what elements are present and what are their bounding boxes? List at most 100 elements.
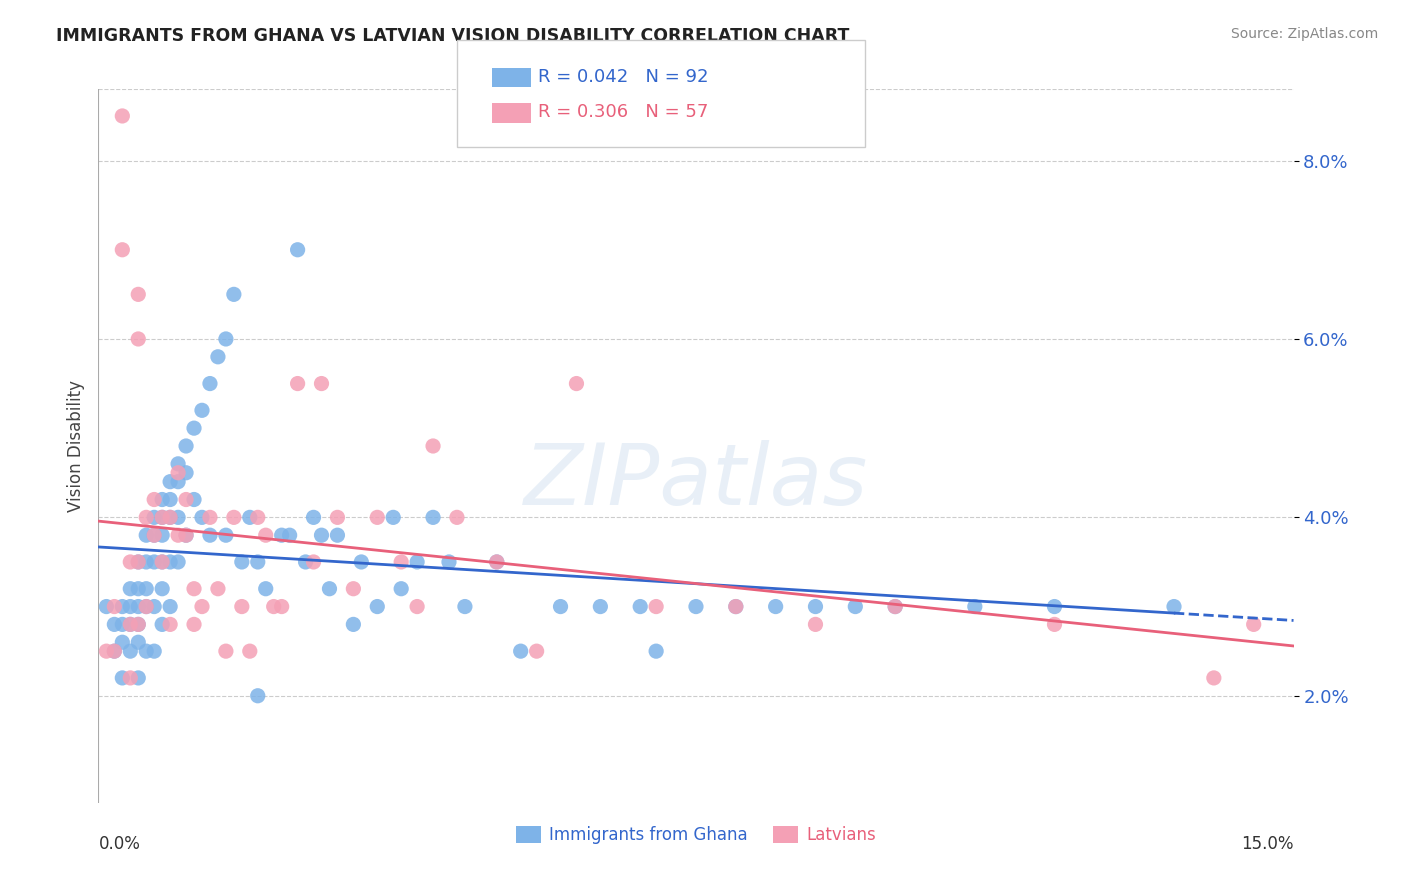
Immigrants from Ghana <box>135 599 157 614</box>
Immigrants from Ghana <box>143 528 166 542</box>
Immigrants from Ghana <box>254 582 277 596</box>
Legend: Immigrants from Ghana, Latvians: Immigrants from Ghana, Latvians <box>516 826 876 845</box>
Latvians <box>120 671 142 685</box>
Latvians <box>120 555 142 569</box>
Immigrants from Ghana <box>127 635 149 649</box>
Immigrants from Ghana <box>150 582 173 596</box>
Immigrants from Ghana <box>422 510 444 524</box>
Latvians <box>127 287 149 301</box>
Immigrants from Ghana <box>120 644 142 658</box>
Immigrants from Ghana <box>127 555 149 569</box>
Text: 0.0%: 0.0% <box>98 835 141 853</box>
Immigrants from Ghana <box>191 403 214 417</box>
Text: ZIPatlas: ZIPatlas <box>524 440 868 524</box>
Latvians <box>207 582 229 596</box>
Immigrants from Ghana <box>174 528 197 542</box>
Latvians <box>1243 617 1265 632</box>
Latvians <box>198 510 221 524</box>
Immigrants from Ghana <box>167 475 190 489</box>
Text: 15.0%: 15.0% <box>1241 835 1294 853</box>
Immigrants from Ghana <box>127 671 149 685</box>
Immigrants from Ghana <box>120 599 142 614</box>
Immigrants from Ghana <box>454 599 477 614</box>
Immigrants from Ghana <box>342 617 364 632</box>
Immigrants from Ghana <box>159 555 181 569</box>
Latvians <box>222 510 245 524</box>
Latvians <box>167 528 190 542</box>
Latvians <box>342 582 364 596</box>
Latvians <box>127 617 149 632</box>
Latvians <box>239 644 262 658</box>
Immigrants from Ghana <box>167 555 190 569</box>
Immigrants from Ghana <box>366 599 388 614</box>
Immigrants from Ghana <box>645 644 668 658</box>
Latvians <box>96 644 118 658</box>
Immigrants from Ghana <box>159 492 181 507</box>
Immigrants from Ghana <box>183 421 205 435</box>
Latvians <box>389 555 412 569</box>
Immigrants from Ghana <box>246 555 269 569</box>
Latvians <box>231 599 253 614</box>
Latvians <box>120 617 142 632</box>
Latvians <box>565 376 588 391</box>
Immigrants from Ghana <box>159 475 181 489</box>
Immigrants from Ghana <box>550 599 572 614</box>
Immigrants from Ghana <box>150 555 173 569</box>
Immigrants from Ghana <box>963 599 986 614</box>
Latvians <box>287 376 309 391</box>
Latvians <box>254 528 277 542</box>
Latvians <box>326 510 349 524</box>
Latvians <box>645 599 668 614</box>
Latvians <box>1043 617 1066 632</box>
Immigrants from Ghana <box>150 617 173 632</box>
Latvians <box>150 510 173 524</box>
Immigrants from Ghana <box>135 555 157 569</box>
Latvians <box>159 510 181 524</box>
Immigrants from Ghana <box>96 599 118 614</box>
Latvians <box>111 243 134 257</box>
Immigrants from Ghana <box>485 555 508 569</box>
Latvians <box>111 109 134 123</box>
Immigrants from Ghana <box>724 599 747 614</box>
Immigrants from Ghana <box>103 617 125 632</box>
Immigrants from Ghana <box>844 599 866 614</box>
Latvians <box>183 582 205 596</box>
Latvians <box>311 376 333 391</box>
Latvians <box>103 599 125 614</box>
Latvians <box>135 510 157 524</box>
Immigrants from Ghana <box>191 510 214 524</box>
Immigrants from Ghana <box>111 617 134 632</box>
Immigrants from Ghana <box>143 510 166 524</box>
Text: R = 0.306   N = 57: R = 0.306 N = 57 <box>538 103 709 121</box>
Immigrants from Ghana <box>509 644 531 658</box>
Immigrants from Ghana <box>198 528 221 542</box>
Immigrants from Ghana <box>318 582 340 596</box>
Immigrants from Ghana <box>350 555 373 569</box>
Latvians <box>143 528 166 542</box>
Latvians <box>724 599 747 614</box>
Immigrants from Ghana <box>174 466 197 480</box>
Latvians <box>127 332 149 346</box>
Immigrants from Ghana <box>1163 599 1185 614</box>
Immigrants from Ghana <box>685 599 707 614</box>
Latvians <box>127 555 149 569</box>
Latvians <box>167 466 190 480</box>
Immigrants from Ghana <box>143 555 166 569</box>
Immigrants from Ghana <box>143 599 166 614</box>
Latvians <box>191 599 214 614</box>
Immigrants from Ghana <box>589 599 612 614</box>
Immigrants from Ghana <box>150 510 173 524</box>
Immigrants from Ghana <box>167 457 190 471</box>
Immigrants from Ghana <box>294 555 316 569</box>
Latvians <box>174 492 197 507</box>
Immigrants from Ghana <box>127 617 149 632</box>
Immigrants from Ghana <box>804 599 827 614</box>
Latvians <box>804 617 827 632</box>
Immigrants from Ghana <box>628 599 651 614</box>
Latvians <box>215 644 238 658</box>
Immigrants from Ghana <box>167 510 190 524</box>
Latvians <box>159 617 181 632</box>
Latvians <box>246 510 269 524</box>
Immigrants from Ghana <box>382 510 405 524</box>
Immigrants from Ghana <box>287 243 309 257</box>
